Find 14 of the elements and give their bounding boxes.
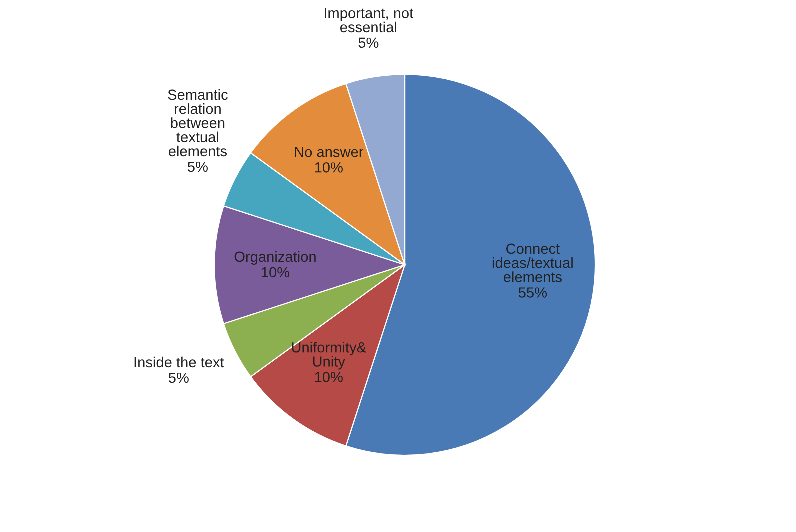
slice-label: Semantic relation between textual elements — [168, 89, 228, 157]
data-label: 5% — [168, 372, 189, 384]
slice-label: Inside the text — [134, 356, 224, 368]
slice-label: Organization — [234, 251, 316, 265]
data-label: 55% — [518, 288, 548, 298]
slice-label: No answer — [295, 147, 364, 158]
data-label: 5% — [358, 38, 379, 48]
data-label: 10% — [262, 267, 290, 278]
slice-label: Uniformity& Unity — [292, 342, 366, 370]
slice-label: Important, not essential — [325, 8, 414, 33]
slice-label: Connect ideas/textual elements — [492, 244, 573, 282]
data-label: 10% — [315, 162, 343, 173]
data-label: 10% — [315, 372, 343, 382]
data-label: 5% — [188, 162, 208, 172]
